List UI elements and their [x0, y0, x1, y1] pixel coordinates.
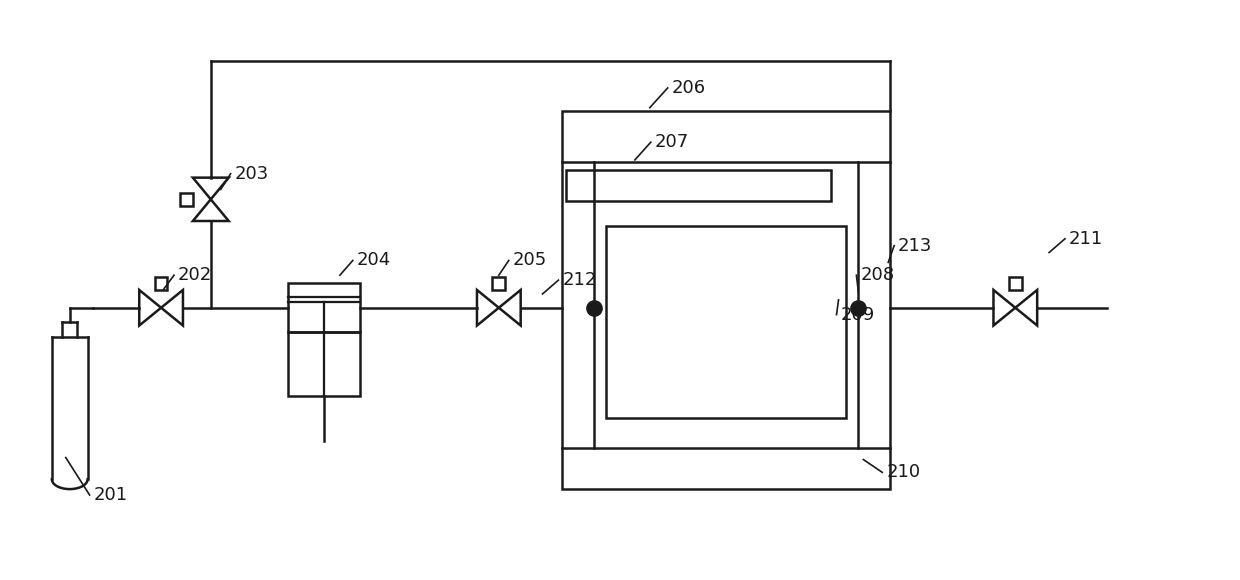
Text: 210: 210: [887, 463, 920, 481]
Bar: [1009, 277, 1022, 290]
Text: 213: 213: [898, 237, 932, 255]
Text: 206: 206: [672, 79, 706, 97]
Bar: [563, 448, 890, 489]
Bar: [288, 283, 360, 332]
Text: 201: 201: [93, 486, 128, 504]
Text: 212: 212: [563, 271, 596, 289]
Bar: [567, 170, 831, 201]
Text: 203: 203: [234, 165, 269, 183]
Text: 207: 207: [655, 133, 689, 151]
Bar: [492, 277, 505, 290]
Text: 209: 209: [841, 306, 874, 324]
Text: 211: 211: [1069, 230, 1104, 248]
Text: 204: 204: [357, 252, 391, 270]
Text: 205: 205: [512, 252, 547, 270]
Bar: [606, 226, 847, 418]
Bar: [563, 111, 890, 162]
Text: 202: 202: [179, 266, 212, 284]
Bar: [288, 332, 360, 397]
Bar: [180, 193, 193, 206]
Bar: [155, 277, 167, 290]
Text: 208: 208: [861, 266, 894, 284]
